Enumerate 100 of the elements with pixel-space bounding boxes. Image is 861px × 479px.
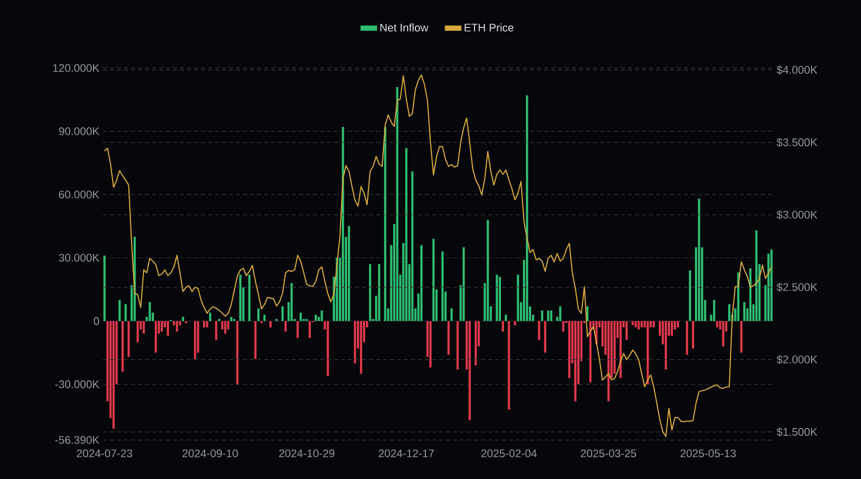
bar (504, 314, 508, 322)
bar (306, 318, 308, 322)
bar (215, 321, 218, 340)
bar (634, 321, 637, 328)
bar (474, 321, 477, 366)
x-tick-label: 2025-05-13 (680, 450, 736, 458)
bar (432, 238, 435, 322)
bar (206, 321, 208, 328)
bar (447, 321, 450, 355)
bar (626, 321, 628, 340)
y2-tick-label: $3.500K (776, 138, 818, 147)
bar (122, 321, 124, 372)
bar (508, 321, 510, 410)
bar (314, 314, 317, 322)
y-tick-label: 90.000K (59, 127, 100, 136)
y-tick-label: 30.000K (58, 254, 100, 262)
bar (686, 321, 688, 355)
bar (496, 274, 498, 322)
bar (541, 310, 544, 322)
bar (420, 245, 423, 322)
x-tick-label: 2024-10-29 (279, 450, 334, 458)
bar (112, 321, 115, 429)
y-tick-label: -56.390K (55, 436, 100, 444)
bar (728, 304, 730, 322)
y-tick-label: -30.000K (55, 380, 100, 388)
bar (128, 321, 130, 357)
bar (142, 321, 145, 334)
bar (670, 321, 674, 336)
bar (348, 226, 350, 322)
bar (136, 321, 139, 342)
bar (103, 256, 106, 322)
bar (154, 321, 157, 353)
bar (396, 86, 398, 322)
bar (176, 321, 178, 332)
bar (148, 302, 151, 322)
bar (263, 314, 266, 322)
bar (320, 310, 323, 322)
bar (308, 321, 311, 338)
bar (550, 310, 552, 322)
bar (227, 321, 230, 330)
legend-label: ETH Price (464, 23, 514, 32)
y2-tick-label: $1.500K (776, 428, 818, 436)
bar (248, 274, 250, 322)
bar (574, 321, 576, 402)
y2-tick-label: $3.000K (776, 210, 818, 220)
bar (230, 316, 232, 322)
bar (652, 321, 655, 328)
bar (498, 276, 501, 322)
bar (462, 247, 465, 322)
x-tick-label: 2025-02-04 (481, 450, 537, 458)
bar (354, 321, 356, 364)
bar (300, 312, 302, 322)
bar (450, 308, 453, 322)
bar (160, 321, 163, 332)
x-tick-label: 2025-03-25 (580, 450, 636, 458)
bar (254, 321, 257, 360)
y-tick-label: 0 (94, 317, 100, 325)
x-tick-label: 2024-09-10 (182, 450, 238, 458)
bar (514, 321, 516, 326)
bar (562, 321, 564, 332)
bar (538, 321, 540, 340)
bar (429, 321, 432, 368)
x-tick-label: 2024-12-17 (378, 450, 434, 458)
legend-label: Net Inflow (380, 23, 428, 32)
y2-tick-label: $2.500K (776, 282, 818, 292)
bar (369, 264, 372, 322)
bar (118, 300, 121, 322)
bar (468, 321, 471, 420)
bar (221, 321, 224, 330)
bar (646, 321, 649, 384)
bar (124, 304, 127, 322)
bar (559, 306, 562, 322)
y2-tick-label: $2.000K (776, 355, 818, 364)
bar (716, 321, 718, 328)
bar (236, 321, 238, 384)
y-tick-label: 60.000K (59, 190, 100, 198)
bar (269, 321, 272, 328)
bar (218, 318, 220, 322)
bar (203, 321, 206, 328)
bar (290, 283, 293, 322)
bar (640, 321, 643, 328)
bar (384, 127, 386, 322)
bar (743, 302, 746, 322)
bar (456, 321, 459, 370)
bar (411, 171, 414, 322)
bar (692, 321, 694, 348)
bar (194, 321, 196, 360)
bar (713, 300, 716, 322)
bar (296, 321, 299, 338)
bar (688, 270, 692, 322)
bar (547, 310, 550, 322)
bar (722, 321, 724, 346)
bar (441, 251, 444, 322)
bar (224, 321, 226, 334)
bar (326, 321, 329, 376)
bar (544, 321, 546, 353)
bar (676, 321, 680, 328)
bar (698, 198, 700, 322)
bar (740, 321, 742, 353)
bar (502, 321, 504, 332)
